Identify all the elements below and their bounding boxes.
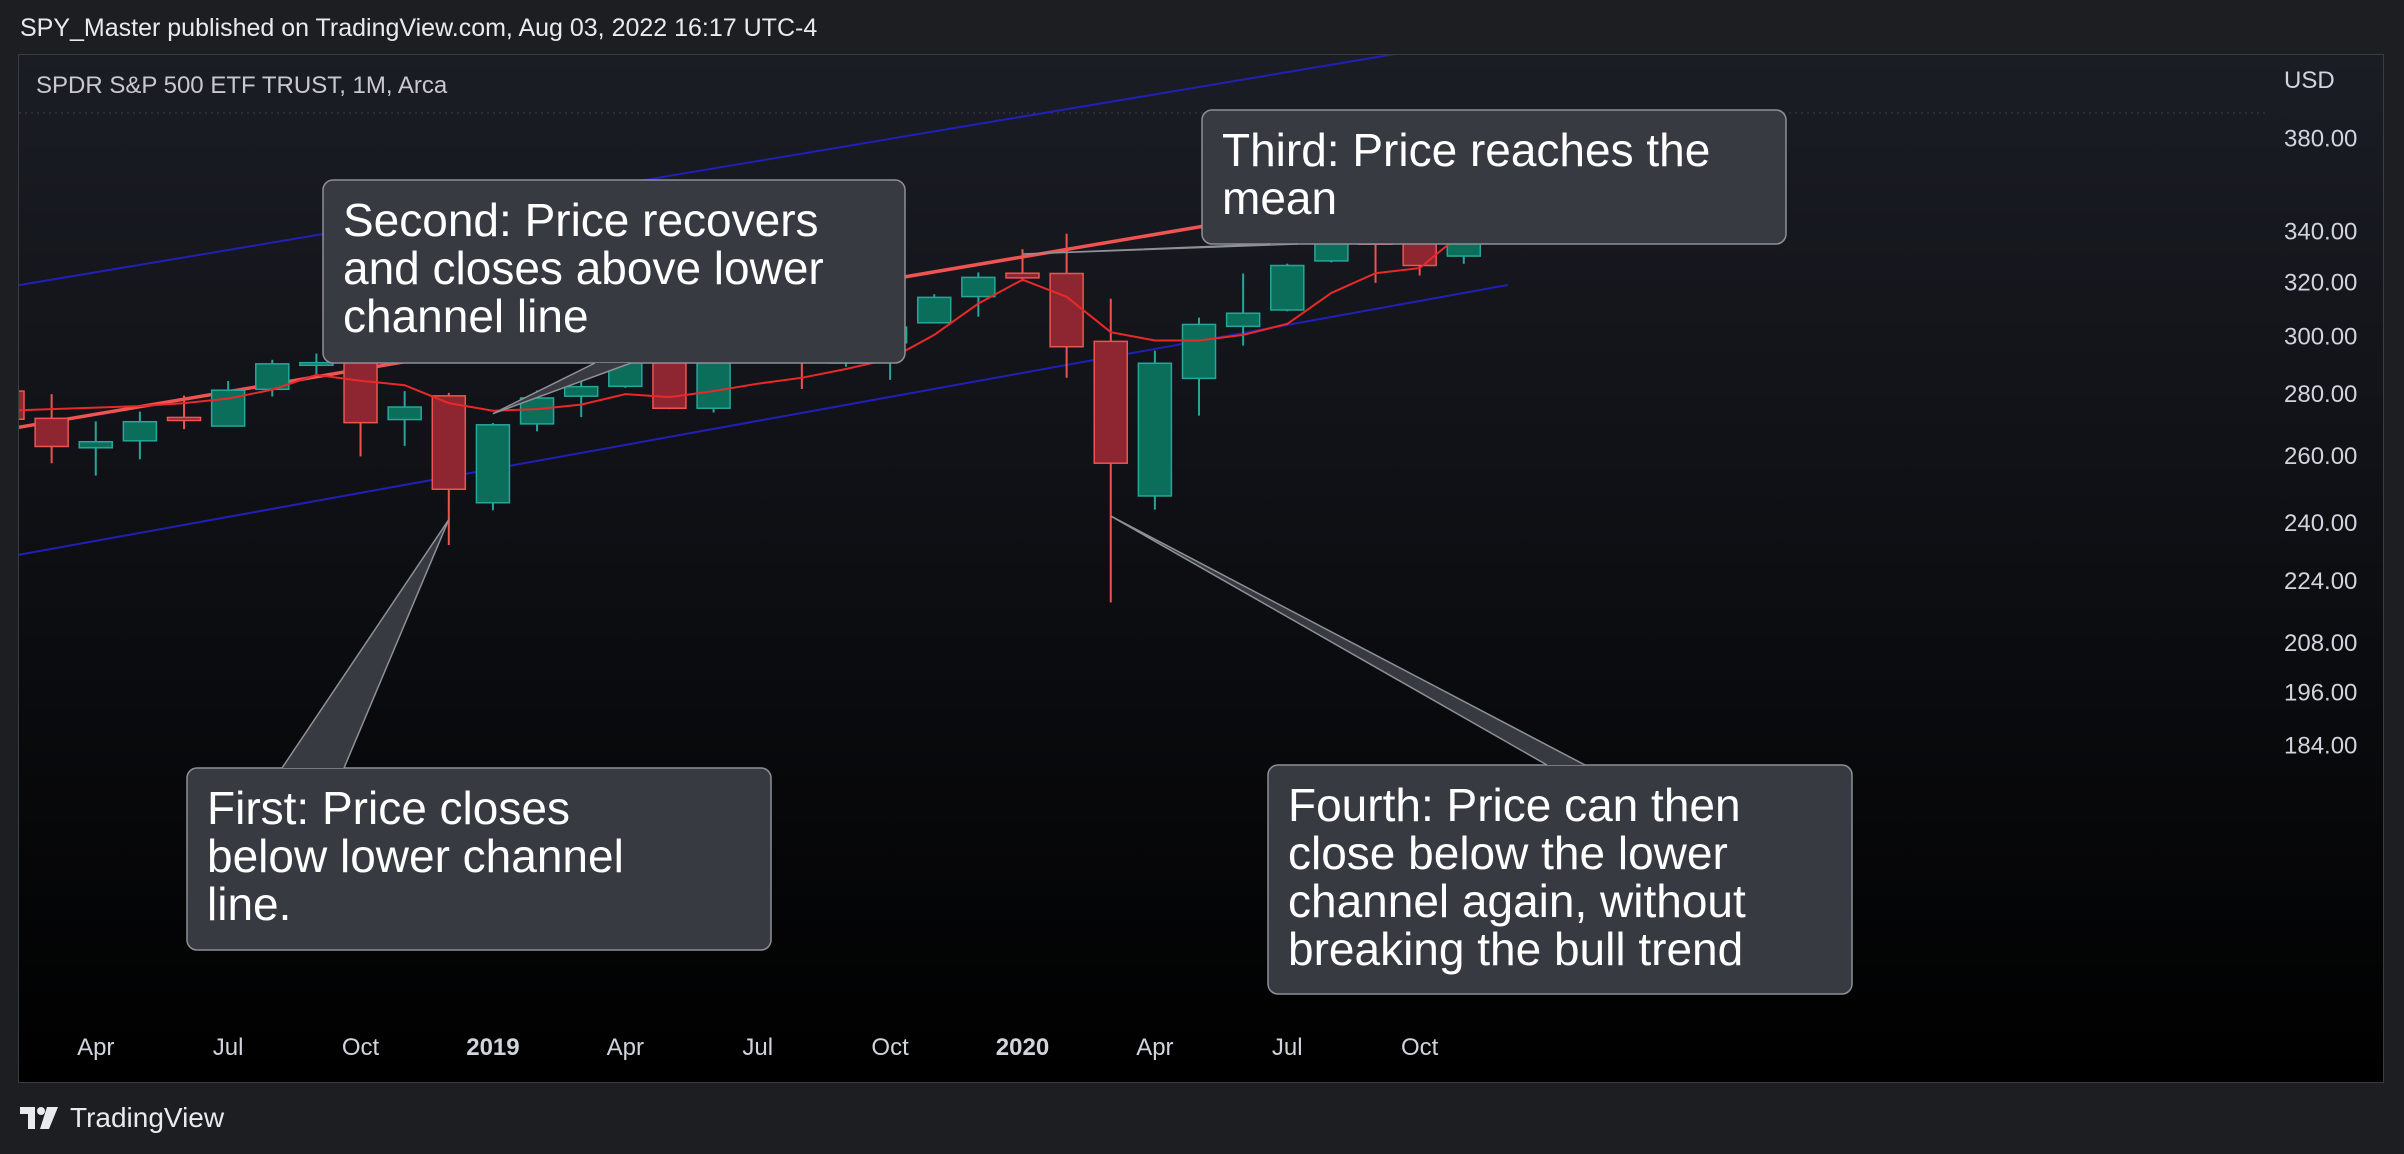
tradingview-logo-icon bbox=[20, 1107, 58, 1129]
candle[interactable] bbox=[19, 375, 25, 480]
candle-body bbox=[475, 424, 511, 504]
candle-body bbox=[1093, 340, 1128, 464]
candle-body bbox=[563, 385, 599, 397]
callout-pointer-outline bbox=[492, 362, 632, 415]
price-tick-label: 340.00 bbox=[2284, 219, 2357, 246]
upper-channel-line[interactable] bbox=[19, 55, 1508, 287]
callout-third[interactable]: Third: Price reaches the mean bbox=[1022, 109, 1787, 255]
candle-body bbox=[1181, 323, 1217, 380]
footer-brand[interactable]: TradingView bbox=[20, 1102, 224, 1134]
candle-body bbox=[19, 390, 25, 421]
price-tick-label: 260.00 bbox=[2284, 443, 2357, 470]
callout-text: Third: Price reaches the mean bbox=[1222, 124, 1710, 224]
price-chart[interactable]: USD 184.00 196.00 208.00 224.00 240.00 260.00… bbox=[19, 55, 2384, 1083]
candle-body bbox=[34, 417, 69, 448]
time-tick-label: Jul bbox=[742, 1034, 773, 1061]
candle[interactable] bbox=[475, 422, 511, 511]
moving-average-line[interactable] bbox=[19, 200, 1509, 412]
candle-body bbox=[122, 420, 158, 442]
callout-pointer-outline bbox=[281, 519, 450, 769]
currency-label: USD bbox=[2284, 67, 2335, 94]
price-tick-label: 320.00 bbox=[2284, 269, 2357, 296]
time-tick-label: 2019 bbox=[466, 1034, 519, 1061]
price-tick-label: 208.00 bbox=[2284, 630, 2357, 657]
time-tick-label: Oct bbox=[871, 1034, 909, 1061]
candle-body bbox=[1137, 362, 1173, 497]
candle[interactable] bbox=[122, 411, 158, 460]
candle-body bbox=[78, 440, 114, 449]
time-tick-label: Apr bbox=[77, 1034, 114, 1061]
callout-first[interactable]: First: Price closes below lower channel li… bbox=[186, 519, 772, 951]
plot-area bbox=[19, 55, 1526, 603]
candle[interactable] bbox=[1270, 263, 1305, 312]
publish-info: SPY_Master published on TradingView.com,… bbox=[20, 14, 818, 42]
price-tick-label: 300.00 bbox=[2284, 323, 2357, 350]
time-tick-label: Oct bbox=[1401, 1034, 1439, 1061]
callout-second[interactable]: Second: Price recovers and closes above l… bbox=[322, 179, 906, 415]
candle-body bbox=[166, 416, 202, 422]
callout-text: First: Price closes below lower channel li… bbox=[207, 782, 624, 930]
candle-body bbox=[431, 395, 467, 490]
callout-box bbox=[186, 767, 772, 951]
candle-body bbox=[299, 361, 334, 367]
time-tick-label: 2020 bbox=[996, 1034, 1049, 1061]
candle-body bbox=[387, 406, 422, 421]
price-tick-label: 280.00 bbox=[2284, 381, 2357, 408]
candle[interactable] bbox=[961, 272, 996, 317]
candle-body bbox=[1225, 312, 1261, 328]
candle[interactable] bbox=[166, 395, 202, 430]
candle[interactable] bbox=[563, 378, 599, 418]
symbol-title: SPDR S&P 500 ETF TRUST, 1M, Arca bbox=[36, 72, 448, 99]
candle[interactable] bbox=[696, 346, 731, 413]
candle[interactable] bbox=[1049, 233, 1084, 378]
footer-brand-name: TradingView bbox=[70, 1102, 225, 1133]
candle[interactable] bbox=[1005, 249, 1040, 282]
callout-pointer-outline bbox=[1022, 243, 1299, 255]
price-tick-label: 196.00 bbox=[2284, 680, 2357, 707]
candle[interactable] bbox=[34, 394, 69, 464]
candle-body bbox=[1270, 264, 1305, 311]
callout-layer: First: Price closes below lower channel li… bbox=[186, 109, 1853, 995]
time-tick-label: Jul bbox=[213, 1034, 244, 1061]
price-axis[interactable]: USD 184.00 196.00 208.00 224.00 240.00 260.00… bbox=[2284, 67, 2357, 759]
price-tick-label: 184.00 bbox=[2284, 732, 2357, 759]
callout-pointer-outline bbox=[1110, 515, 1586, 766]
time-axis[interactable]: Apr Jul Oct 2019 Apr Jul Oct 2020 Apr Jul Oct bbox=[77, 1034, 1439, 1061]
time-tick-label: Apr bbox=[607, 1034, 644, 1061]
candle[interactable] bbox=[387, 391, 422, 446]
price-tick-label: 240.00 bbox=[2284, 510, 2357, 537]
candle[interactable] bbox=[1093, 298, 1128, 603]
callout-box bbox=[1201, 109, 1787, 245]
chart-panel[interactable]: USD 184.00 196.00 208.00 224.00 240.00 260.00… bbox=[18, 54, 2384, 1083]
candle-body bbox=[961, 276, 996, 298]
candle[interactable] bbox=[299, 353, 334, 375]
candle[interactable] bbox=[1225, 273, 1261, 346]
time-tick-label: Jul bbox=[1272, 1034, 1303, 1061]
candle[interactable] bbox=[916, 294, 952, 324]
callout-text: Fourth: Price can then close below the lo… bbox=[1288, 779, 1746, 975]
price-tick-label: 380.00 bbox=[2284, 126, 2357, 153]
candle-body bbox=[343, 360, 378, 424]
callout-fourth[interactable]: Fourth: Price can then close below the lo… bbox=[1110, 515, 1853, 995]
callout-text: Second: Price recovers and closes above l… bbox=[343, 194, 824, 342]
candle-body bbox=[916, 296, 952, 324]
candle[interactable] bbox=[343, 355, 378, 457]
time-tick-label: Oct bbox=[342, 1034, 380, 1061]
price-tick-label: 224.00 bbox=[2284, 568, 2357, 595]
candle-body bbox=[1049, 272, 1084, 348]
candle[interactable] bbox=[1181, 317, 1217, 416]
candle[interactable] bbox=[1137, 350, 1173, 510]
time-tick-label: Apr bbox=[1136, 1034, 1173, 1061]
candle[interactable] bbox=[78, 421, 114, 476]
candle-body bbox=[1005, 272, 1040, 279]
candle-body bbox=[696, 355, 731, 409]
